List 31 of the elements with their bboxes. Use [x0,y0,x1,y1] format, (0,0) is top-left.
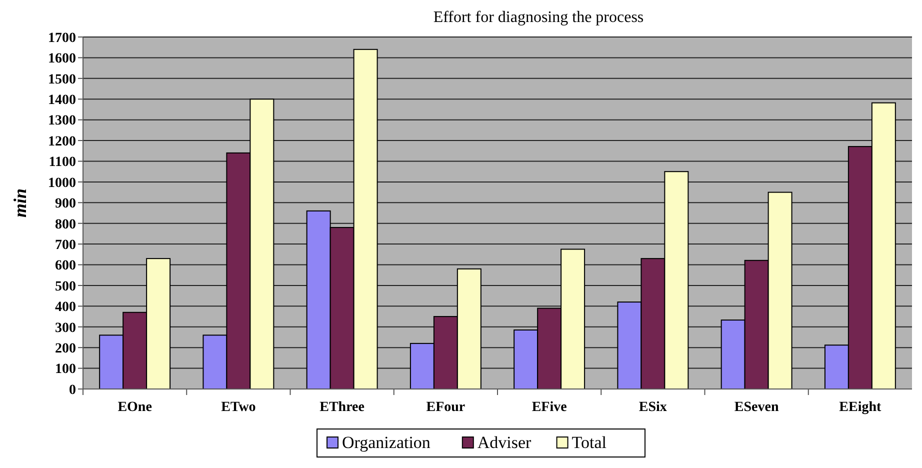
y-tick-label: 400 [55,300,76,316]
legend-label: Total [572,433,607,452]
x-tick-label: ESeven [734,400,779,415]
y-tick-label: 100 [55,362,76,378]
y-tick-label: 1100 [48,155,76,170]
y-tick-label: 300 [55,320,76,336]
x-tick-label: EEight [839,400,882,415]
y-tick-label: 700 [55,238,76,253]
chart-title: Effort for diagnosing the process [433,9,644,26]
x-tick-label: EOne [118,400,152,415]
y-tick-label: 1400 [48,93,76,108]
x-tick-label: EThree [320,400,364,415]
y-tick-label: 200 [55,341,76,356]
y-tick-label: 1700 [48,30,76,46]
y-tick-label: 1000 [48,176,76,191]
y-tick-label: 800 [55,217,76,232]
y-tick-label: 600 [55,258,76,274]
y-tick-label: 0 [69,382,76,398]
y-tick-label: 900 [55,196,76,212]
legend-label: Organization [342,433,431,452]
y-tick-label: 500 [55,279,76,294]
legend-label: Adviser [477,433,532,452]
x-tick-label: EFour [426,400,466,415]
x-tick-label: ESix [638,400,667,415]
x-tick-label: ETwo [221,400,256,415]
y-tick-label: 1500 [48,72,76,88]
y-axis-title: min [10,188,30,218]
y-tick-label: 1600 [48,52,76,67]
y-tick-label: 1300 [48,114,76,129]
x-tick-label: EFive [532,400,567,415]
y-tick-label: 1200 [48,134,76,150]
